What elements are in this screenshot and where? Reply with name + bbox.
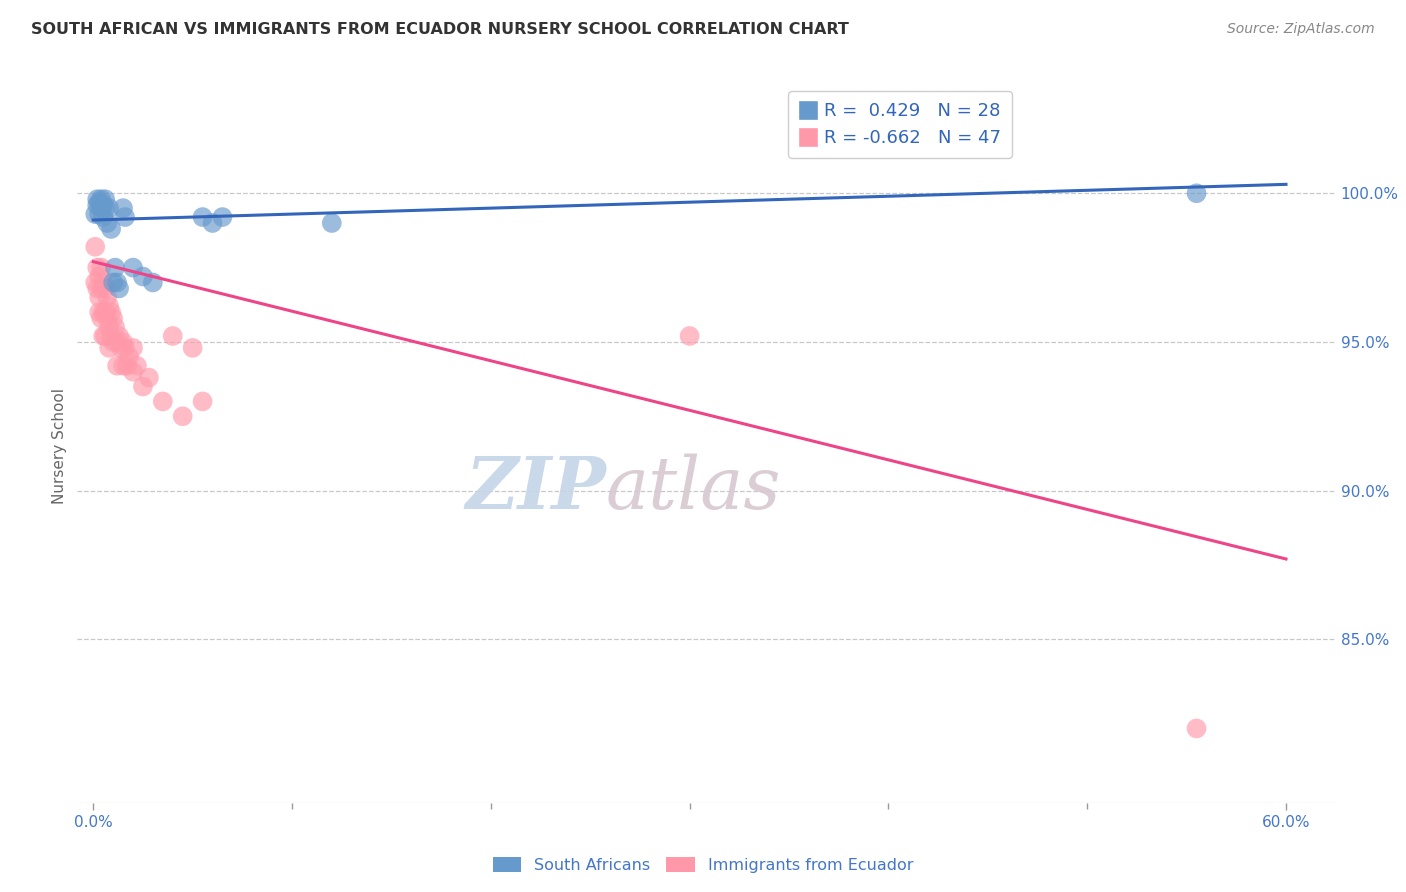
Point [91,210,114,224]
Legend: R =  0.429   N = 28, R = -0.662   N = 47: R = 0.429 N = 28, R = -0.662 N = 47 [789,91,1012,158]
Point [98,341,121,355]
Point [91,305,114,319]
Point [84,207,107,221]
Point [98,299,121,313]
Point [90,311,112,326]
Point [96,311,118,326]
Point [101,311,124,326]
Point [122,260,145,275]
Text: Source: ZipAtlas.com: Source: ZipAtlas.com [1227,22,1375,37]
Text: atlas: atlas [606,453,782,524]
Point [94,201,117,215]
Point [89,207,111,221]
Point [98,201,121,215]
Point [191,394,214,409]
Point [112,359,135,373]
Point [86,198,108,212]
Point [191,210,214,224]
Point [110,341,132,355]
Point [172,409,194,424]
Point [101,334,124,349]
Point [89,305,111,319]
Point [90,201,112,215]
Point [122,365,145,379]
Text: SOUTH AFRICAN VS IMMIGRANTS FROM ECUADOR NURSERY SCHOOL CORRELATION CHART: SOUTH AFRICAN VS IMMIGRANTS FROM ECUADOR… [31,22,849,37]
Point [132,269,155,284]
Point [125,359,148,373]
Point [84,276,107,290]
Point [94,305,117,319]
Point [90,192,112,206]
Point [100,305,122,319]
Point [101,276,124,290]
Point [142,276,165,290]
Point [114,341,136,355]
Point [84,240,107,254]
Point [162,329,184,343]
Point [112,201,135,215]
Point [112,334,135,349]
Point [89,290,111,304]
Point [108,329,131,343]
Point [115,359,138,373]
Point [132,379,155,393]
Point [100,329,122,343]
Point [90,281,112,295]
Point [201,216,224,230]
Point [105,276,128,290]
Point [1185,186,1208,201]
Point [122,341,145,355]
Point [89,195,111,210]
Point [94,281,117,295]
Point [1185,722,1208,736]
Point [91,198,114,212]
Point [321,216,343,230]
Y-axis label: Nursery School: Nursery School [52,388,67,504]
Point [105,334,128,349]
Point [138,370,160,384]
Point [94,192,117,206]
Point [91,329,114,343]
Point [94,329,117,343]
Point [86,260,108,275]
Point [90,260,112,275]
Point [211,210,233,224]
Point [86,281,108,295]
Point [96,216,118,230]
Point [86,192,108,206]
Point [181,341,204,355]
Point [89,269,111,284]
Point [108,281,131,295]
Point [152,394,174,409]
Point [678,329,700,343]
Text: ZIP: ZIP [465,453,606,524]
Point [98,320,121,334]
Legend: South Africans, Immigrants from Ecuador: South Africans, Immigrants from Ecuador [486,851,920,880]
Point [114,210,136,224]
Point [91,276,114,290]
Point [104,320,127,334]
Point [96,290,118,304]
Point [118,350,141,364]
Point [100,222,122,236]
Point [104,260,127,275]
Point [105,359,128,373]
